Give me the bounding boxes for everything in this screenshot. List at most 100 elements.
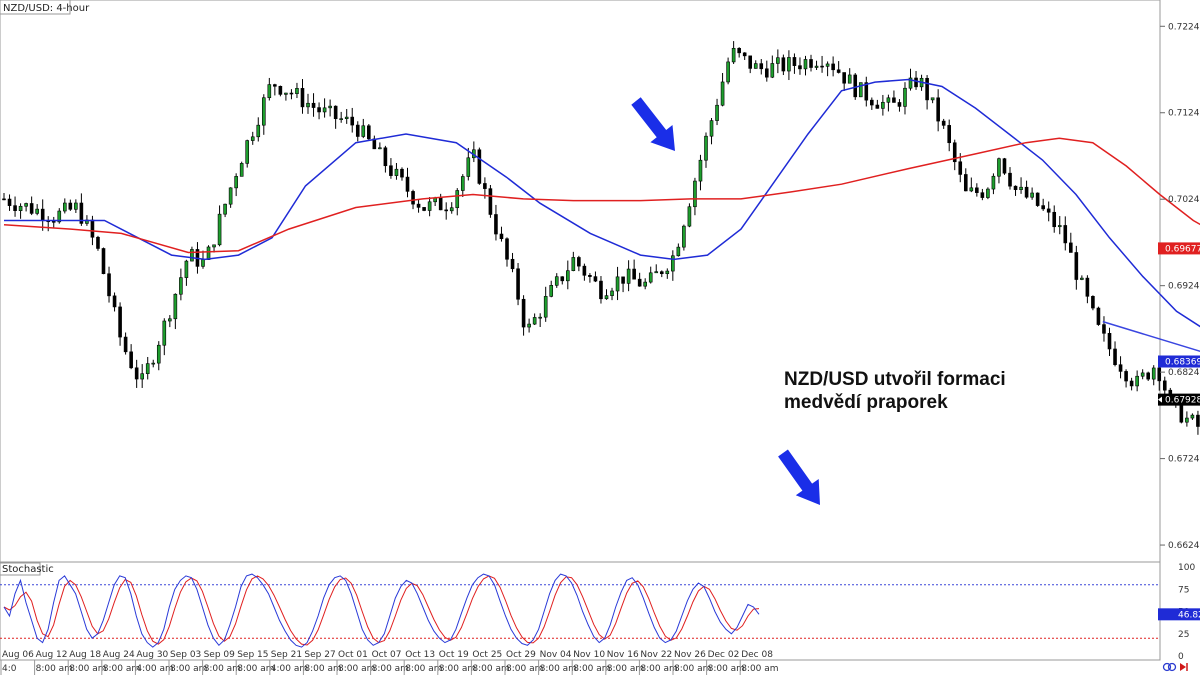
candle-body: [284, 92, 288, 95]
candle-body: [438, 197, 443, 211]
time-tick-label: 8:00 am: [372, 664, 409, 674]
candle-body: [632, 268, 636, 280]
candle-body: [1107, 333, 1112, 350]
candle-body: [162, 320, 167, 346]
candle-body: [1085, 277, 1090, 297]
candle-body: [1185, 417, 1189, 423]
red-moving-average-line: [3, 137, 1200, 254]
candle-body: [543, 296, 548, 318]
candle-body: [1024, 186, 1029, 198]
date-tick-label: Oct 07: [372, 650, 402, 660]
candle-body: [975, 187, 979, 193]
candle-body: [350, 116, 355, 126]
candle-body: [892, 97, 896, 103]
candle-body: [1162, 380, 1167, 391]
price-tick-label: 0.67246: [1168, 455, 1200, 465]
candle-body: [455, 190, 460, 209]
candle-body: [886, 97, 891, 103]
candle-body: [63, 202, 67, 212]
time-tick-label: 8:00 am: [69, 664, 106, 674]
candle-body: [532, 317, 537, 325]
candle-body: [400, 168, 404, 178]
date-tick-label: Aug 06: [2, 650, 34, 660]
date-tick-label: Nov 26: [674, 650, 706, 660]
candle-body: [145, 363, 150, 374]
stochastic-axis: 100755025046.82: [1158, 563, 1200, 662]
candle-body: [212, 244, 216, 248]
candle-body: [577, 257, 581, 267]
candle-body: [870, 99, 874, 106]
candle-body: [510, 258, 515, 270]
date-tick-label: Aug 24: [103, 650, 135, 660]
price-badge-label: 0.69677: [1165, 244, 1200, 254]
candle-body: [853, 74, 858, 98]
candle-body: [378, 147, 382, 150]
price-badge: [1158, 355, 1200, 368]
candle-body: [223, 203, 227, 215]
candle-body: [389, 165, 393, 176]
candle-body: [1135, 375, 1139, 387]
candle-body: [140, 373, 144, 380]
candle-body: [643, 281, 647, 287]
candle-body: [1196, 414, 1200, 427]
candle-body: [444, 209, 449, 212]
candle-body: [875, 104, 880, 109]
date-tick-label: Aug 12: [36, 650, 68, 660]
candle-body: [997, 158, 1001, 177]
time-tick-label: 8:00 am: [304, 664, 341, 674]
candle-body: [411, 191, 415, 205]
candle-body: [599, 280, 603, 300]
scroll-to-end-icon[interactable]: [1180, 663, 1188, 671]
time-tick-label: 8:00 am: [640, 664, 677, 674]
price-badge-label: 0.68369: [1165, 357, 1200, 367]
candle-body: [820, 65, 824, 68]
stochastic-value-badge: [1158, 608, 1200, 621]
candle-body: [1102, 324, 1106, 334]
stochastic-value-label: 46.82: [1178, 610, 1200, 620]
candle-body: [864, 82, 869, 101]
candle-body: [317, 107, 321, 113]
main-panel: [0, 0, 1161, 563]
candle-body: [621, 276, 625, 284]
candle-body: [322, 107, 327, 113]
price-badge-label: 0.67928: [1165, 396, 1200, 406]
stochastic-tick-label: 75: [1178, 585, 1189, 595]
price-tick-label: 0.70246: [1168, 195, 1200, 205]
date-tick-label: Sep 15: [237, 650, 268, 660]
candle-body: [626, 268, 631, 284]
candle-body: [908, 77, 913, 89]
stochastic-lines: [0, 573, 1160, 648]
stochastic-tick-label: 0: [1178, 652, 1184, 662]
date-tick-label: Sep 21: [271, 650, 302, 660]
candle-body: [505, 238, 509, 260]
current-price-marker-icon: [1158, 396, 1162, 403]
time-tick-label: 4:00 am: [136, 664, 173, 674]
candle-body: [770, 63, 775, 78]
candle-body: [328, 105, 332, 109]
candle-body: [483, 183, 487, 189]
candle-body: [2, 198, 6, 201]
sync-icon[interactable]: [1162, 662, 1177, 672]
candle-body: [74, 202, 78, 210]
candle-body: [737, 47, 741, 54]
candle-body: [947, 125, 952, 144]
pennant-upper-trendline: [1102, 320, 1200, 353]
down-arrow-icon: [631, 97, 675, 151]
candle-body: [897, 102, 902, 107]
candle-body: [394, 168, 399, 176]
candle-body: [1113, 348, 1117, 365]
candle-body: [814, 65, 819, 68]
candle-body: [582, 265, 587, 276]
candle-body: [1013, 185, 1018, 190]
candle-body: [776, 57, 780, 64]
candle-body: [101, 248, 106, 275]
candle-body: [90, 219, 95, 238]
candle-body: [731, 47, 736, 63]
candle-body: [361, 125, 366, 137]
time-tick-label: 8:00 am: [405, 664, 442, 674]
candle-body: [261, 97, 266, 126]
candlestick-series: [2, 41, 1200, 435]
candle-body: [273, 84, 277, 87]
time-tick-label: 8:00 am: [338, 664, 375, 674]
